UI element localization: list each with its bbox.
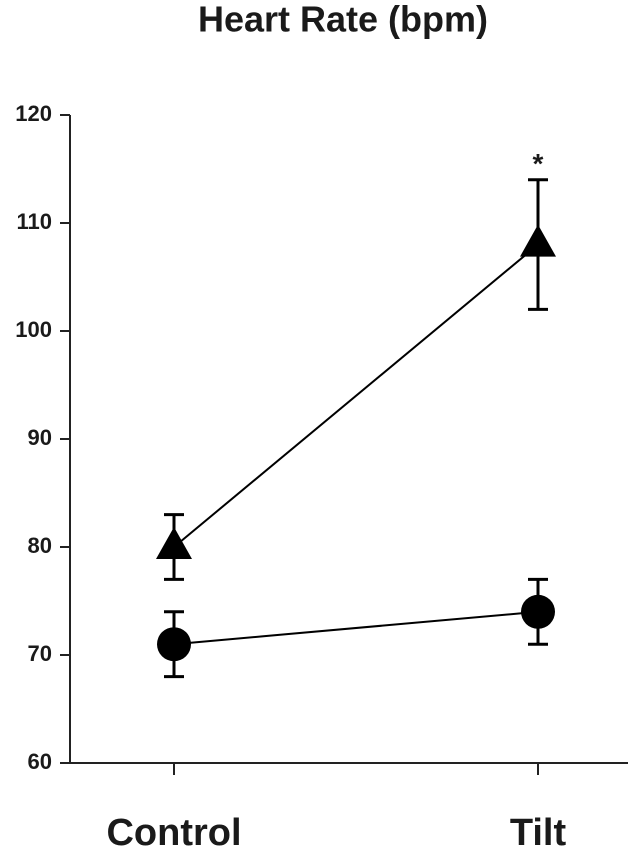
chart-title: Heart Rate (bpm)	[198, 0, 488, 40]
y-tick-label: 80	[28, 533, 52, 558]
y-tick-label: 100	[15, 317, 52, 342]
x-tick-label: Control	[106, 812, 241, 854]
y-tick-label: 90	[28, 425, 52, 450]
series-line	[173, 610, 539, 646]
marker	[156, 527, 192, 559]
marker	[520, 224, 556, 257]
y-tick-label: 60	[28, 749, 52, 774]
marker	[521, 594, 555, 629]
y-tick-label: 110	[17, 209, 53, 234]
y-tick-label: 120	[15, 101, 52, 126]
series-line	[173, 243, 539, 548]
y-tick-label: 70	[28, 641, 52, 666]
annotation: *	[533, 148, 544, 179]
marker	[157, 627, 191, 662]
x-tick-label: Tilt	[510, 812, 567, 854]
